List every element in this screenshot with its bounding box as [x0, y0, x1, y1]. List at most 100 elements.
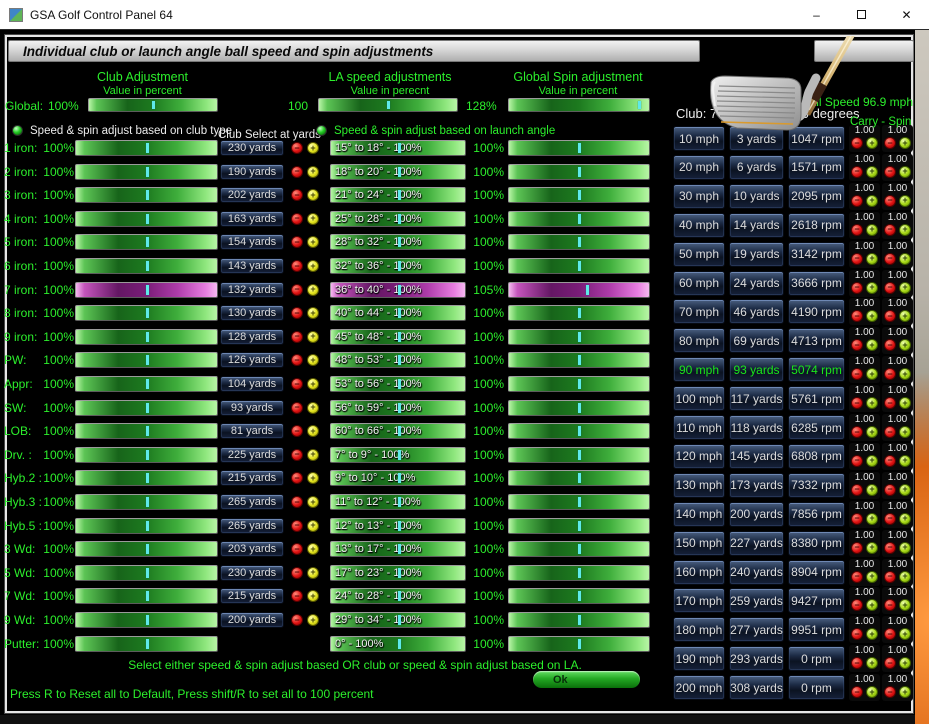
slider-handle[interactable]: [398, 213, 401, 224]
slider-handle[interactable]: [145, 449, 149, 460]
slider-handle[interactable]: [398, 520, 401, 531]
spin-minus-button[interactable]: −: [884, 686, 896, 699]
carry-minus-button[interactable]: −: [851, 194, 863, 207]
club-percent-slider[interactable]: [75, 588, 218, 605]
slider-handle[interactable]: [398, 355, 401, 366]
carry-plus-button[interactable]: +: [866, 570, 878, 583]
spin-plus-button[interactable]: +: [899, 541, 911, 554]
yards-plus-button[interactable]: +: [307, 543, 319, 556]
yards-minus-button[interactable]: −: [291, 260, 303, 272]
carry-minus-button[interactable]: −: [851, 165, 863, 178]
spin-minus-button[interactable]: −: [884, 512, 896, 525]
spin-percent-slider[interactable]: [508, 446, 650, 463]
speed-cell-rpm[interactable]: 1047 rpm: [788, 126, 845, 151]
spin-plus-button[interactable]: +: [899, 454, 911, 467]
spin-percent-slider[interactable]: [508, 564, 650, 581]
spin-percent-slider[interactable]: [508, 352, 650, 369]
global-spin-slider[interactable]: [508, 98, 650, 112]
spin-plus-button[interactable]: +: [899, 657, 911, 670]
slider-handle[interactable]: [578, 261, 581, 271]
club-yards-button[interactable]: 230 yards: [220, 564, 284, 581]
carry-plus-button[interactable]: +: [866, 541, 878, 554]
slider-handle[interactable]: [145, 379, 149, 389]
slider-handle[interactable]: [578, 143, 581, 153]
spin-percent-slider[interactable]: [508, 423, 650, 440]
carry-minus-button[interactable]: −: [851, 137, 863, 149]
spin-plus-button[interactable]: +: [899, 137, 911, 149]
spin-plus-button[interactable]: +: [899, 194, 911, 207]
slider-handle[interactable]: [578, 497, 581, 507]
club-percent-slider[interactable]: [75, 187, 218, 204]
speed-cell-rpm[interactable]: 8380 rpm: [788, 530, 845, 556]
slider-handle[interactable]: [398, 379, 401, 389]
slider-handle[interactable]: [398, 638, 401, 649]
speed-cell-mph[interactable]: 120 mph: [673, 443, 725, 469]
slider-handle[interactable]: [145, 143, 149, 153]
carry-plus-button[interactable]: +: [866, 310, 878, 323]
speed-cell-rpm[interactable]: 2618 rpm: [788, 212, 845, 238]
spin-percent-slider[interactable]: [508, 281, 650, 298]
carry-minus-button[interactable]: −: [851, 339, 863, 352]
club-yards-button[interactable]: 265 yards: [220, 494, 284, 510]
slider-handle[interactable]: [578, 213, 581, 224]
speed-cell-mph[interactable]: 110 mph: [673, 415, 725, 440]
carry-minus-button[interactable]: −: [851, 599, 863, 612]
carry-minus-button[interactable]: −: [851, 252, 863, 265]
speed-cell-rpm[interactable]: 0 rpm: [788, 646, 845, 672]
yards-plus-button[interactable]: +: [307, 425, 319, 438]
speed-cell-rpm[interactable]: 6808 rpm: [788, 443, 845, 469]
speed-cell-yards[interactable]: 19 yards: [729, 241, 784, 267]
la-range-slider[interactable]: 7° to 9° - 100%: [330, 446, 466, 463]
slider-handle[interactable]: [387, 101, 390, 109]
yards-minus-button[interactable]: −: [291, 142, 303, 154]
speed-cell-rpm[interactable]: 7332 rpm: [788, 472, 845, 498]
slider-handle[interactable]: [578, 379, 581, 389]
club-percent-slider[interactable]: [75, 281, 218, 298]
spin-plus-button[interactable]: +: [899, 628, 911, 641]
yards-minus-button[interactable]: −: [291, 378, 303, 390]
spin-plus-button[interactable]: +: [899, 368, 911, 381]
speed-cell-yards[interactable]: 308 yards: [729, 675, 784, 701]
club-yards-button[interactable]: 203 yards: [220, 541, 284, 558]
speed-cell-rpm[interactable]: 7856 rpm: [788, 501, 845, 527]
spin-plus-button[interactable]: +: [899, 599, 911, 612]
carry-minus-button[interactable]: −: [851, 541, 863, 554]
spin-percent-slider[interactable]: [508, 635, 650, 652]
yards-minus-button[interactable]: −: [291, 543, 303, 556]
la-range-slider[interactable]: 0° - 100%: [330, 635, 466, 652]
spin-minus-button[interactable]: −: [884, 570, 896, 583]
slider-handle[interactable]: [398, 544, 401, 555]
slider-handle[interactable]: [578, 308, 581, 319]
spin-plus-button[interactable]: +: [899, 512, 911, 525]
la-range-slider[interactable]: 45° to 48° - 100%: [330, 328, 466, 345]
speed-cell-rpm[interactable]: 6285 rpm: [788, 415, 845, 440]
la-range-slider[interactable]: 17° to 23° - 100%: [330, 564, 466, 581]
spin-percent-slider[interactable]: [508, 470, 650, 487]
la-range-slider[interactable]: 56° to 59° - 100%: [330, 399, 466, 416]
carry-minus-button[interactable]: −: [851, 368, 863, 381]
club-percent-slider[interactable]: [75, 305, 218, 322]
spin-minus-button[interactable]: −: [884, 252, 896, 265]
slider-handle[interactable]: [152, 101, 155, 109]
spin-percent-slider[interactable]: [508, 140, 650, 156]
yards-minus-button[interactable]: −: [291, 472, 303, 485]
yards-plus-button[interactable]: +: [307, 590, 319, 603]
la-range-slider[interactable]: 29° to 34° - 100%: [330, 612, 466, 628]
club-yards-button[interactable]: 215 yards: [220, 588, 284, 605]
club-percent-slider[interactable]: [75, 517, 218, 534]
club-yards-button[interactable]: 132 yards: [220, 281, 284, 298]
slider-handle[interactable]: [578, 426, 581, 437]
speed-cell-yards[interactable]: 173 yards: [729, 472, 784, 498]
speed-cell-mph[interactable]: 50 mph: [673, 241, 725, 267]
spin-minus-button[interactable]: −: [884, 454, 896, 467]
speed-cell-yards[interactable]: 10 yards: [729, 183, 784, 209]
yards-plus-button[interactable]: +: [307, 165, 319, 178]
minimize-button[interactable]: –: [813, 7, 820, 22]
la-range-slider[interactable]: 21° to 24° - 100%: [330, 187, 466, 204]
spin-minus-button[interactable]: −: [884, 281, 896, 294]
carry-minus-button[interactable]: −: [851, 397, 863, 410]
la-range-slider[interactable]: 18° to 20° - 100%: [330, 163, 466, 180]
speed-cell-mph[interactable]: 150 mph: [673, 530, 725, 556]
speed-cell-yards[interactable]: 293 yards: [729, 646, 784, 672]
slider-handle[interactable]: [637, 101, 641, 109]
